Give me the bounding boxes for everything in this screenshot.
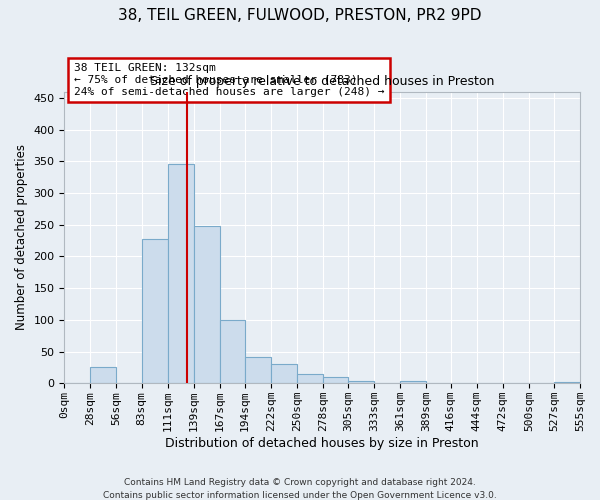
Bar — [245, 358, 271, 384]
Bar — [296, 374, 323, 384]
Bar — [220, 320, 245, 384]
Bar — [194, 226, 220, 384]
Text: Contains HM Land Registry data © Crown copyright and database right 2024.
Contai: Contains HM Land Registry data © Crown c… — [103, 478, 497, 500]
Bar — [142, 238, 167, 384]
X-axis label: Distribution of detached houses by size in Preston: Distribution of detached houses by size … — [166, 437, 479, 450]
Bar — [271, 364, 296, 384]
Text: 38 TEIL GREEN: 132sqm
← 75% of detached houses are smaller (783)
24% of semi-det: 38 TEIL GREEN: 132sqm ← 75% of detached … — [74, 64, 384, 96]
Bar — [167, 164, 194, 384]
Text: 38, TEIL GREEN, FULWOOD, PRESTON, PR2 9PD: 38, TEIL GREEN, FULWOOD, PRESTON, PR2 9P… — [118, 8, 482, 22]
Title: Size of property relative to detached houses in Preston: Size of property relative to detached ho… — [150, 74, 494, 88]
Bar — [323, 377, 348, 384]
Bar — [348, 381, 374, 384]
Bar — [400, 381, 426, 384]
Y-axis label: Number of detached properties: Number of detached properties — [15, 144, 28, 330]
Bar — [554, 382, 580, 384]
Bar — [91, 368, 116, 384]
